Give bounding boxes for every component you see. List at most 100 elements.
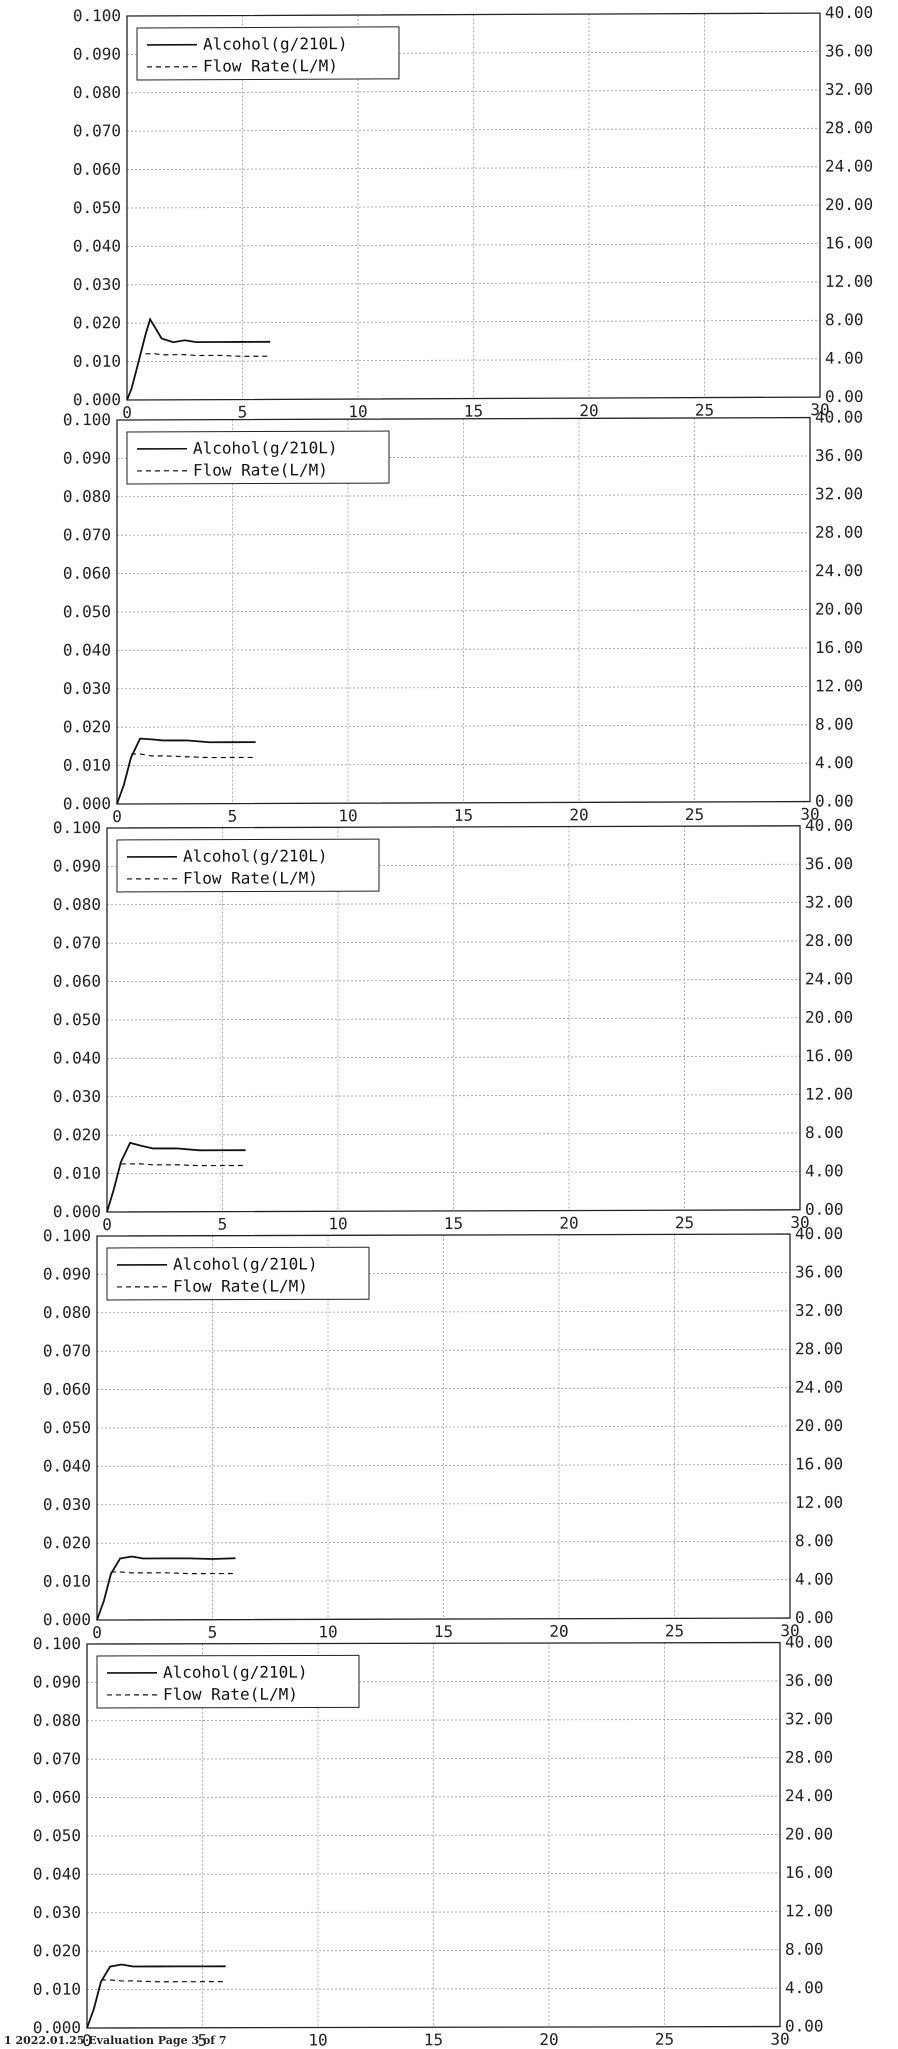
y-left-tick-label: 0.080 bbox=[53, 895, 101, 914]
y-right-tick-label: 24.00 bbox=[795, 1378, 843, 1397]
y-left-tick-label: 0.090 bbox=[53, 856, 101, 875]
x-tick-label: 25 bbox=[695, 401, 714, 420]
y-left-tick-label: 0.090 bbox=[63, 448, 111, 467]
y-left-tick-label: 0.090 bbox=[33, 1672, 81, 1691]
flow-rate-line bbox=[130, 753, 256, 759]
grid-line-h bbox=[107, 940, 800, 944]
legend-label: Flow Rate(L/M) bbox=[173, 1276, 308, 1295]
y-left-tick-label: 0.090 bbox=[73, 44, 121, 63]
legend-box bbox=[136, 26, 400, 81]
y-left-tick-label: 0.020 bbox=[53, 1125, 101, 1144]
y-left-tick-label: 0.080 bbox=[63, 487, 111, 506]
y-right-tick-label: 0.00 bbox=[805, 1200, 844, 1219]
y-right-tick-label: 12.00 bbox=[825, 272, 873, 291]
grid-line-h bbox=[87, 1872, 780, 1875]
y-left-tick-label: 0.040 bbox=[53, 1048, 101, 1067]
y-right-tick-label: 8.00 bbox=[795, 1531, 834, 1550]
x-tick-label: 25 bbox=[675, 1213, 694, 1232]
y-right-tick-label: 24.00 bbox=[805, 969, 853, 988]
y-right-tick-label: 8.00 bbox=[825, 310, 864, 329]
y-left-tick-label: 0.060 bbox=[63, 564, 111, 583]
y-left-tick-label: 0.060 bbox=[73, 160, 121, 179]
x-tick-label: 15 bbox=[444, 1214, 463, 1233]
y-left-tick-label: 0.070 bbox=[73, 121, 121, 140]
legend: Alcohol(g/210L) Flow Rate(L/M) bbox=[126, 430, 390, 485]
grid-line-h bbox=[97, 1540, 790, 1544]
x-tick-label: 10 bbox=[348, 402, 367, 421]
y-left-tick-label: 0.050 bbox=[33, 1826, 81, 1845]
legend-label: Alcohol(g/210L) bbox=[163, 1663, 307, 1682]
y-right-tick-label: 12.00 bbox=[785, 1901, 833, 1920]
legend-label: Alcohol(g/210L) bbox=[193, 438, 337, 458]
legend: Alcohol(g/210L) Flow Rate(L/M) bbox=[116, 838, 380, 893]
y-right-tick-label: 36.00 bbox=[805, 854, 853, 873]
legend: Alcohol(g/210L) Flow Rate(L/M) bbox=[96, 1654, 360, 1709]
flow-rate-line bbox=[100, 1979, 226, 1983]
grid-line-h bbox=[107, 863, 800, 867]
x-tick-label: 20 bbox=[579, 401, 598, 420]
x-tick-label: 30 bbox=[770, 2030, 789, 2049]
legend-box bbox=[96, 1654, 360, 1709]
y-right-tick-label: 36.00 bbox=[785, 1671, 833, 1690]
x-tick-label: 25 bbox=[655, 2030, 674, 2049]
legend-label: Alcohol(g/210L) bbox=[203, 34, 347, 54]
y-right-tick-label: 4.00 bbox=[825, 349, 864, 368]
y-right-tick-label: 36.00 bbox=[815, 446, 863, 465]
y-left-tick-label: 0.100 bbox=[63, 410, 111, 429]
y-right-tick-label: 24.00 bbox=[815, 561, 863, 580]
plot-frame bbox=[116, 416, 811, 805]
grid-line-h bbox=[107, 1132, 800, 1136]
y-left-tick-label: 0.040 bbox=[63, 640, 111, 659]
legend-label: Alcohol(g/210L) bbox=[183, 846, 327, 865]
y-right-tick-label: 4.00 bbox=[795, 1570, 834, 1589]
y-right-tick-label: 8.00 bbox=[805, 1123, 844, 1142]
x-tick-label: 20 bbox=[549, 1622, 568, 1641]
y-right-tick-label: 20.00 bbox=[795, 1416, 843, 1435]
grid-line-h bbox=[107, 1055, 800, 1059]
x-tick-label: 5 bbox=[228, 807, 238, 826]
y-right-tick-label: 24.00 bbox=[785, 1786, 833, 1805]
x-tick-label: 5 bbox=[208, 1623, 218, 1642]
y-right-tick-label: 32.00 bbox=[785, 1709, 833, 1728]
y-right-tick-label: 24.00 bbox=[825, 156, 873, 175]
x-tick-label: 0 bbox=[122, 403, 132, 422]
y-left-tick-label: 0.030 bbox=[43, 1495, 91, 1514]
alcohol-line bbox=[106, 1141, 246, 1213]
flow-rate-line bbox=[120, 1163, 246, 1167]
chart-3: 0.0000.0100.0200.0300.0400.0500.0600.070… bbox=[53, 816, 853, 1234]
grid-line-h bbox=[87, 1757, 780, 1760]
x-tick-label: 5 bbox=[198, 2031, 208, 2049]
x-tick-label: 10 bbox=[328, 1214, 347, 1233]
alcohol-line bbox=[86, 1963, 226, 2029]
plot-frame bbox=[96, 1233, 791, 1621]
y-left-tick-label: 0.010 bbox=[53, 1164, 101, 1183]
y-right-tick-label: 4.00 bbox=[805, 1161, 844, 1180]
grid-line-h bbox=[117, 455, 810, 459]
legend-label: Flow Rate(L/M) bbox=[163, 1685, 298, 1704]
y-left-tick-label: 0.040 bbox=[73, 236, 121, 255]
y-right-tick-label: 28.00 bbox=[785, 1748, 833, 1767]
legend-box bbox=[106, 1246, 370, 1301]
y-right-tick-label: 0.00 bbox=[795, 1608, 834, 1627]
x-tick-label: 10 bbox=[308, 2030, 327, 2049]
y-right-tick-label: 32.00 bbox=[815, 484, 863, 503]
y-left-tick-label: 0.000 bbox=[73, 390, 121, 409]
x-tick-label: 0 bbox=[102, 1215, 112, 1234]
x-tick-label: 30 bbox=[800, 805, 819, 824]
y-left-tick-label: 0.100 bbox=[73, 6, 121, 25]
grid-line-h bbox=[127, 127, 820, 132]
y-right-tick-label: 0.00 bbox=[785, 2016, 824, 2035]
plot-frame bbox=[86, 1641, 781, 2029]
y-left-tick-label: 0.070 bbox=[63, 525, 111, 544]
plot-frame bbox=[106, 825, 801, 1213]
y-left-tick-label: 0.040 bbox=[43, 1456, 91, 1475]
y-left-tick-label: 0.090 bbox=[43, 1264, 91, 1283]
y-right-tick-label: 16.00 bbox=[825, 233, 873, 252]
grid-line-h bbox=[97, 1464, 790, 1467]
x-tick-label: 15 bbox=[464, 402, 483, 421]
y-right-tick-label: 8.00 bbox=[815, 715, 854, 734]
y-left-tick-label: 0.010 bbox=[63, 756, 111, 775]
y-left-tick-label: 0.060 bbox=[33, 1788, 81, 1807]
x-tick-label: 10 bbox=[318, 1622, 337, 1641]
x-tick-label: 25 bbox=[665, 1621, 684, 1640]
